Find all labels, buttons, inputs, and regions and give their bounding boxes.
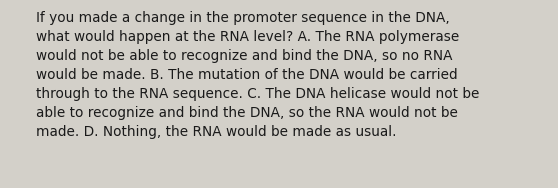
- Text: If you made a change in the promoter sequence in the DNA,
what would happen at t: If you made a change in the promoter seq…: [36, 11, 479, 139]
